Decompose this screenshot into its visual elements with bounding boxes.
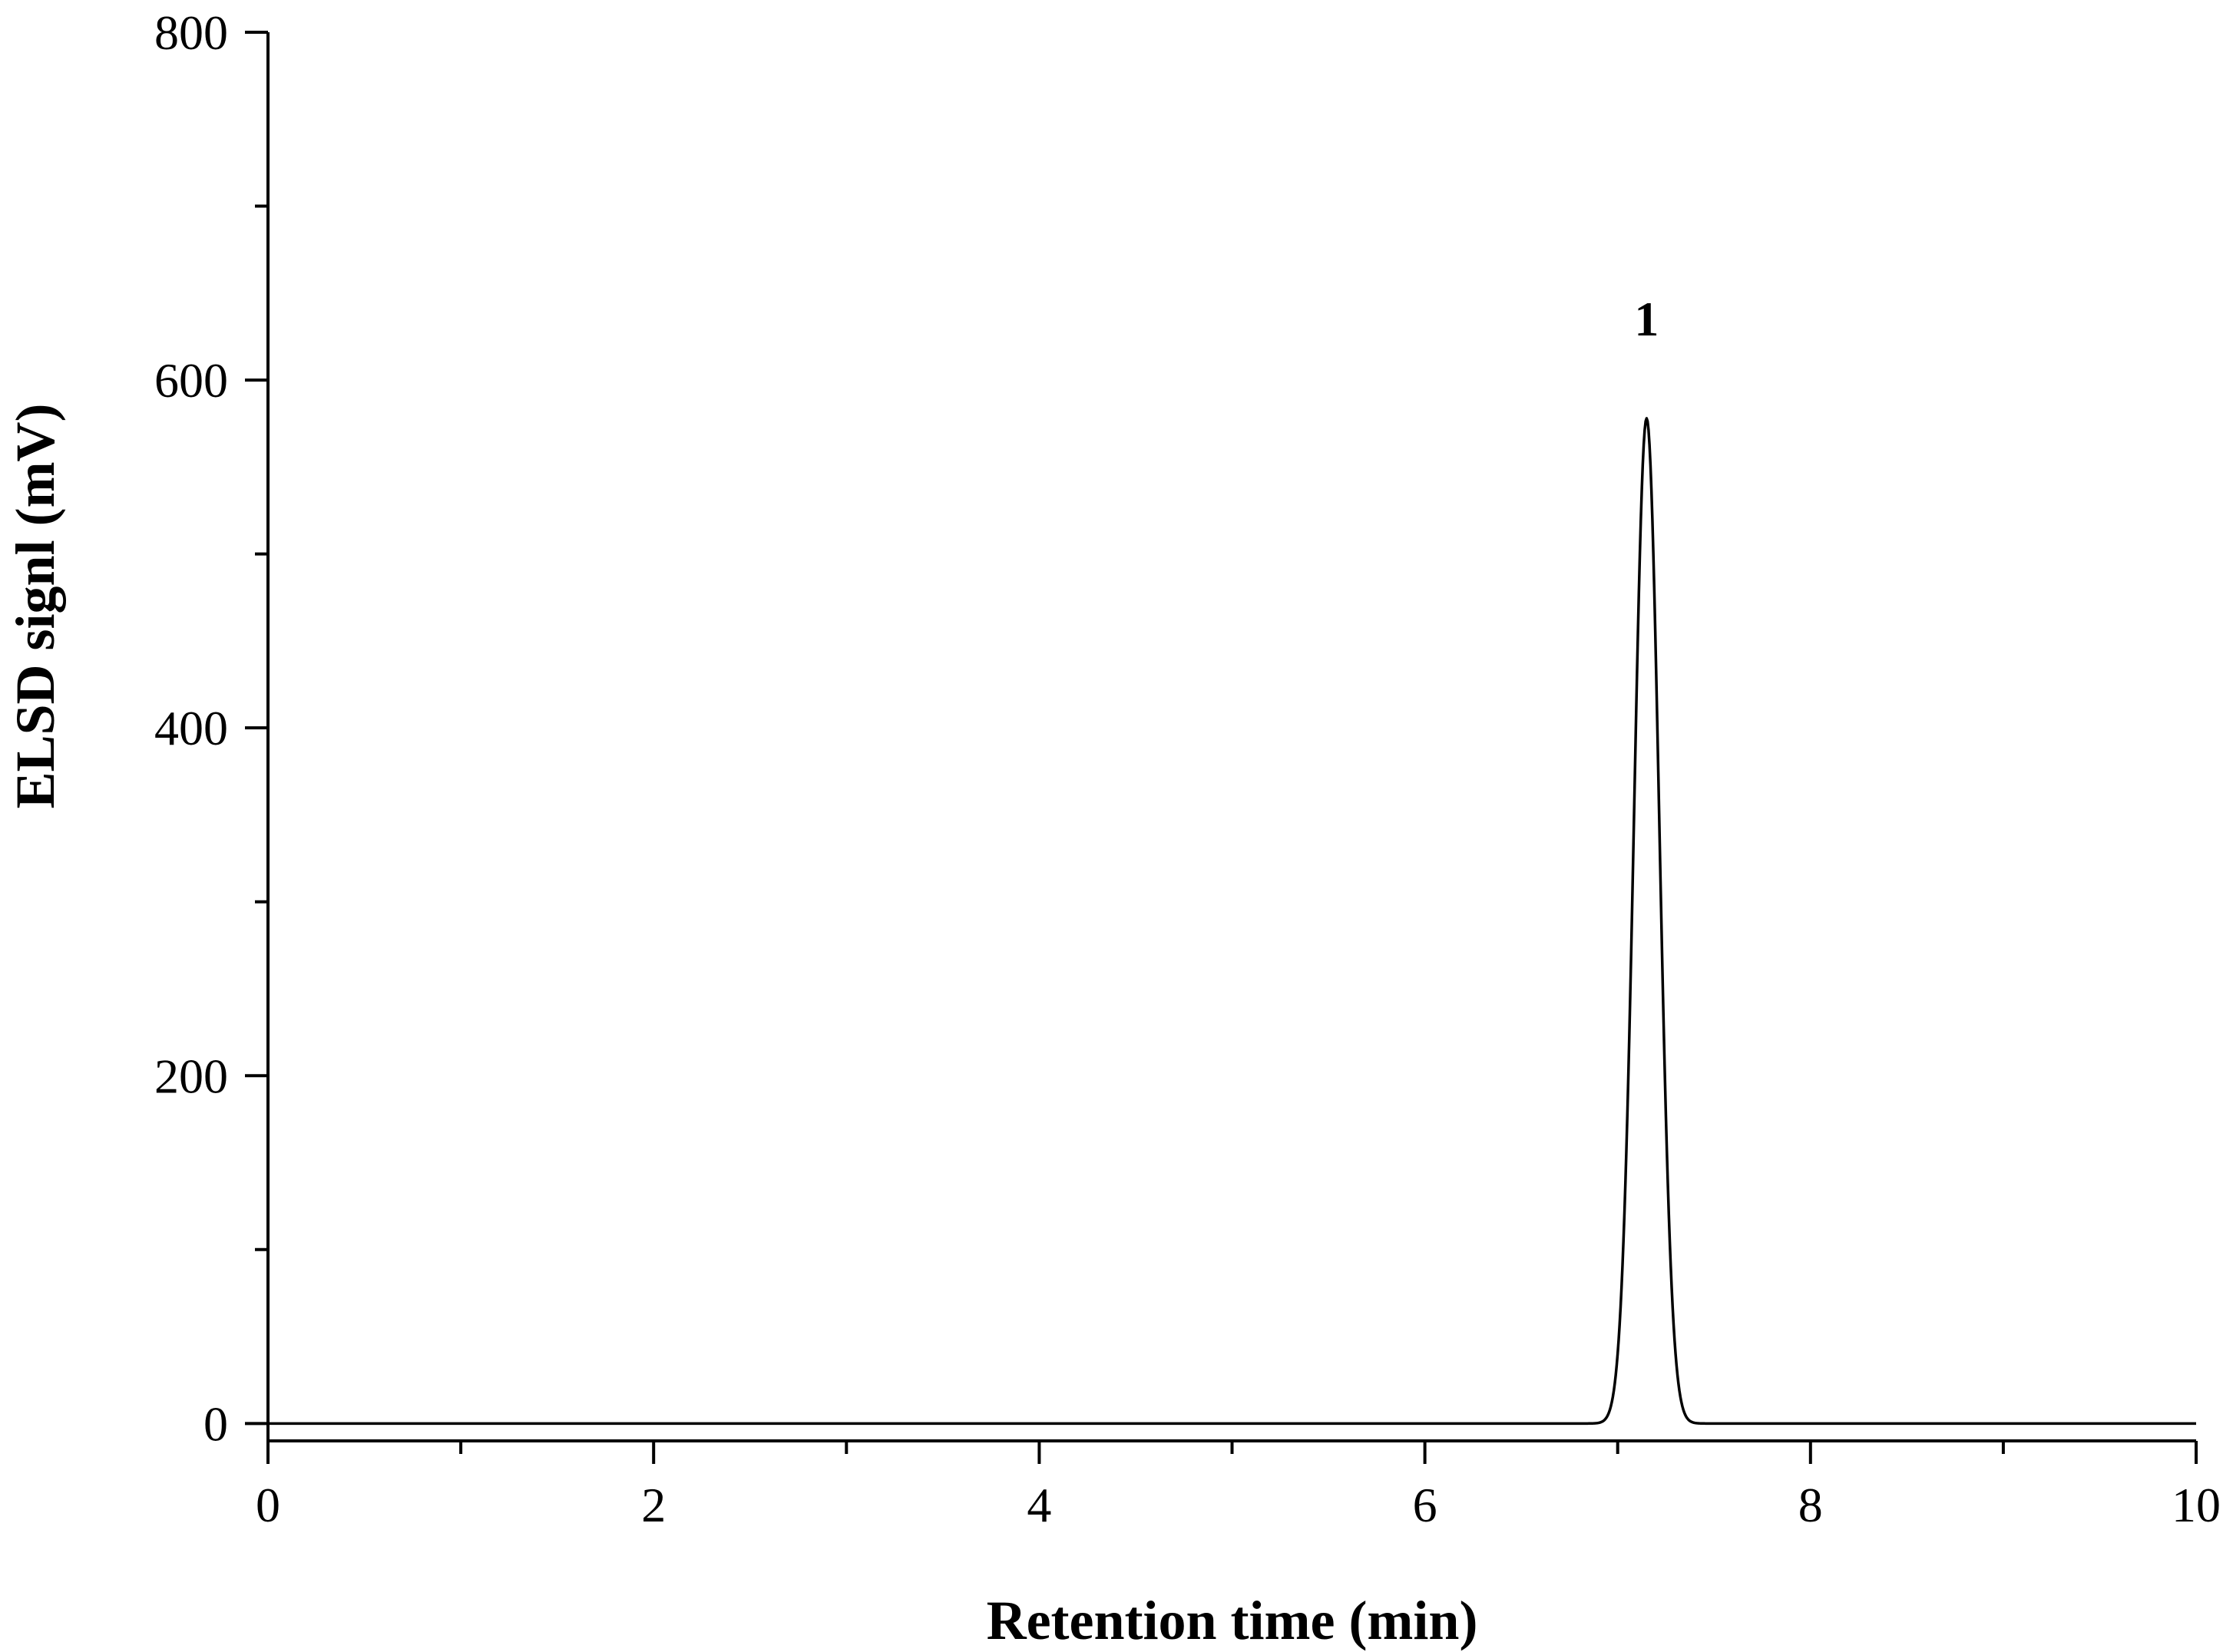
annotations: 1 [1634,292,1659,346]
y-tick-label: 0 [203,1396,228,1451]
x-tick-label: 10 [2172,1478,2221,1532]
y-tick-label: 400 [154,701,228,755]
y-axis-title: ELSD signl (mV) [5,403,66,808]
peak-label: 1 [1634,292,1659,346]
axes [266,32,2196,1442]
x-tick-label: 4 [1027,1478,1051,1532]
chromatogram-trace [267,417,2197,1426]
y-tick-label: 200 [154,1049,228,1103]
x-tick-label: 6 [1413,1478,1437,1532]
x-axis-title: Retention time (min) [987,1590,1478,1651]
y-tick-label: 600 [154,353,228,408]
series-layer [267,417,2197,1426]
x-tick-label: 0 [256,1478,280,1532]
ticks: 0 2 4 6 8 10 0 200 400 600 800 [154,5,2221,1532]
y-tick-label: 800 [154,5,228,60]
x-tick-label: 2 [641,1478,666,1532]
x-tick-label: 8 [1798,1478,1823,1532]
